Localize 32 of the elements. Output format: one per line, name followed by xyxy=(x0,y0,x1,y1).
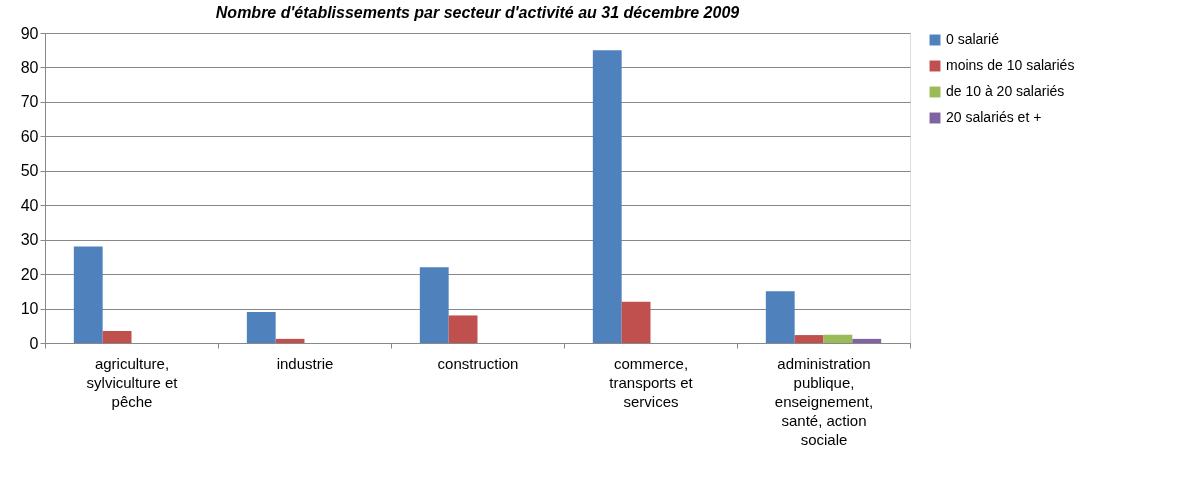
legend-label: 0 salarié xyxy=(946,31,1000,47)
y-tick-label: 30 xyxy=(20,231,39,249)
x-tick-label: commerce, transports et services xyxy=(609,354,694,410)
y-tick-label: 10 xyxy=(20,300,39,318)
x-tick-label: agriculture, sylviculture et pêche xyxy=(86,354,179,410)
bar xyxy=(448,315,478,343)
legend-label: de 10 à 20 salariés xyxy=(946,83,1065,99)
y-tick-label: 0 xyxy=(29,334,39,352)
bar xyxy=(73,246,103,343)
bar xyxy=(102,330,132,343)
bar xyxy=(275,338,305,343)
y-tick-label: 80 xyxy=(20,58,39,76)
x-tick-label: construction xyxy=(437,354,519,372)
bar xyxy=(419,267,449,343)
legend-label: 20 salariés et + xyxy=(946,109,1042,125)
bar xyxy=(621,301,651,343)
x-tick-label: administration publique, enseignement, santé, action sociale xyxy=(774,354,874,448)
x-tick-label: industrie xyxy=(276,354,334,372)
bar xyxy=(852,338,882,343)
y-tick-label: 40 xyxy=(20,196,39,214)
legend-label: moins de 10 salariés xyxy=(946,57,1075,73)
y-tick-label: 70 xyxy=(20,93,39,111)
chart-title: Nombre d'établissements par secteur d'activité au 31 décembre 2009 xyxy=(215,4,740,21)
bar xyxy=(592,50,622,343)
y-tick-label: 60 xyxy=(20,127,39,145)
bar xyxy=(794,335,824,343)
y-tick-label: 90 xyxy=(20,24,39,42)
bar xyxy=(823,334,853,343)
bar xyxy=(246,312,276,343)
y-tick-label: 20 xyxy=(20,265,39,283)
y-tick-label: 50 xyxy=(20,162,39,180)
bar xyxy=(765,291,795,343)
